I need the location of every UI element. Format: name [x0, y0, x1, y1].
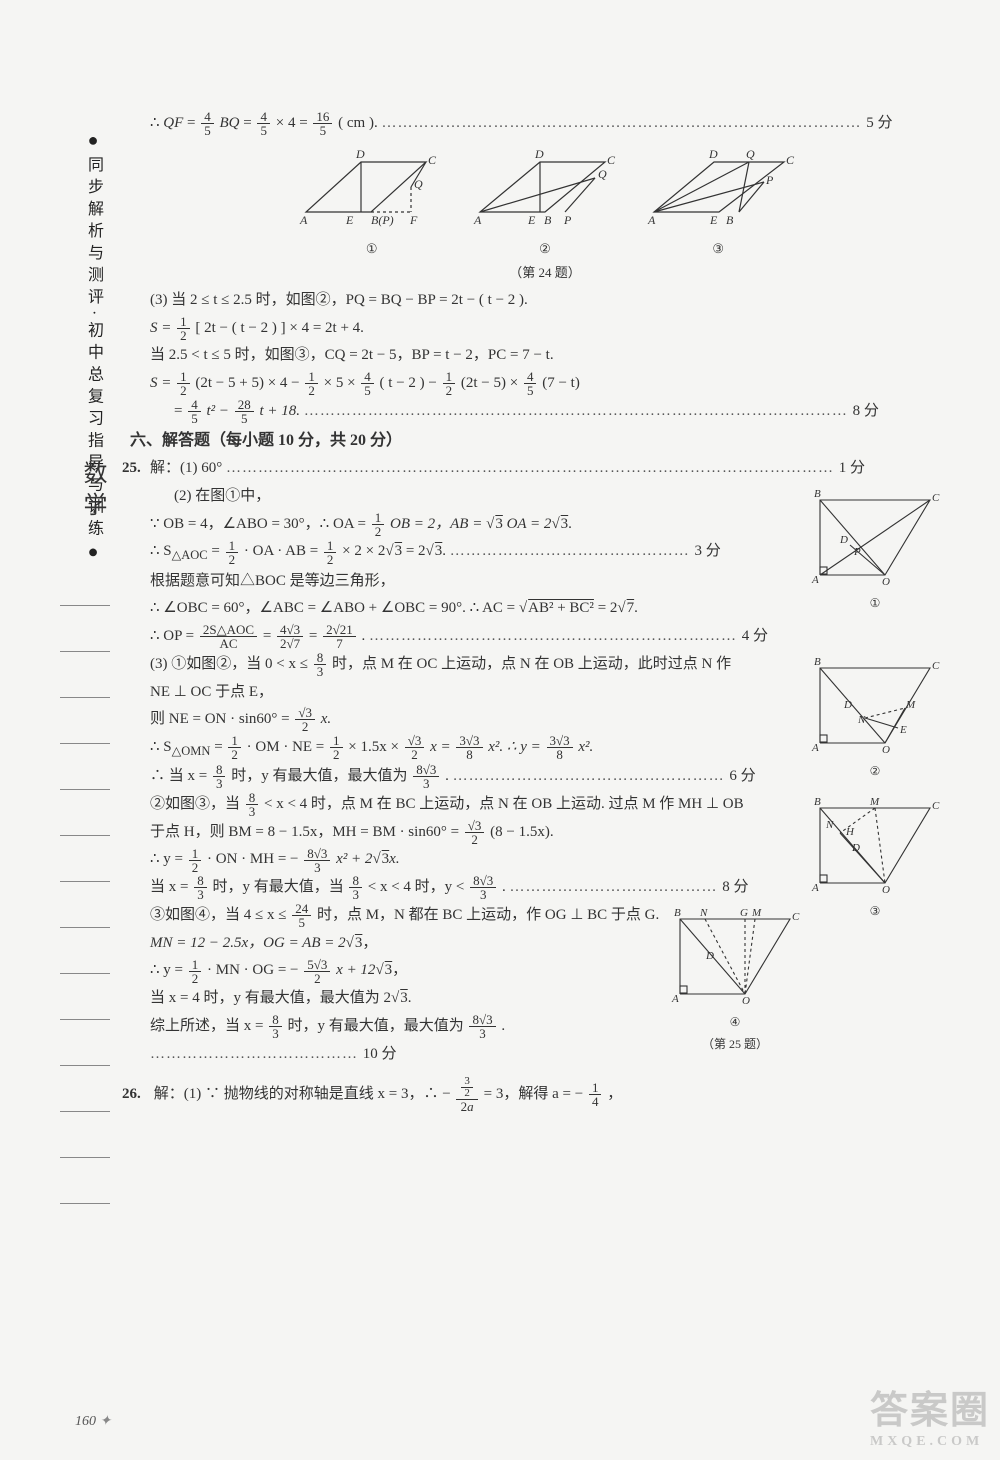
svg-text:D: D: [534, 147, 544, 161]
svg-text:B: B: [726, 213, 734, 227]
svg-text:Q: Q: [598, 167, 607, 181]
svg-text:C: C: [786, 153, 795, 167]
svg-text:D: D: [355, 147, 365, 161]
svg-text:F: F: [409, 213, 418, 227]
svg-text:E: E: [709, 213, 718, 227]
svg-text:C: C: [607, 153, 616, 167]
svg-text:A: A: [299, 213, 308, 227]
svg-text:P: P: [765, 173, 774, 187]
figure-24-2: A E BP D C Q: [460, 142, 630, 237]
page-number: 160 ✦: [75, 1413, 111, 1430]
figure-24-1: A E B(P) F D C Q: [286, 142, 456, 237]
svg-text:D: D: [708, 147, 718, 161]
section-6-title: 六、解答题（每小题 10 分，共 20 分）: [130, 426, 940, 456]
watermark: 答案圈 MXQE.COM: [870, 1379, 990, 1450]
svg-text:E: E: [527, 213, 536, 227]
svg-text:B(P): B(P): [371, 213, 394, 227]
svg-text:A: A: [473, 213, 482, 227]
figure-24-3: A E B D Q CP: [634, 142, 804, 237]
solution-content: ∴ QF = 45 BQ = 45 × 4 = 165 ( cm ). ……………: [150, 110, 940, 1113]
svg-text:A: A: [647, 213, 656, 227]
svg-text:B: B: [544, 213, 552, 227]
svg-text:Q: Q: [746, 147, 755, 161]
svg-text:C: C: [428, 153, 437, 167]
svg-text:Q: Q: [414, 177, 423, 191]
svg-text:E: E: [345, 213, 354, 227]
svg-text:P: P: [563, 213, 572, 227]
figure-24-row: AE B(P)F DC Q AE BP DC Q AE: [150, 142, 940, 285]
